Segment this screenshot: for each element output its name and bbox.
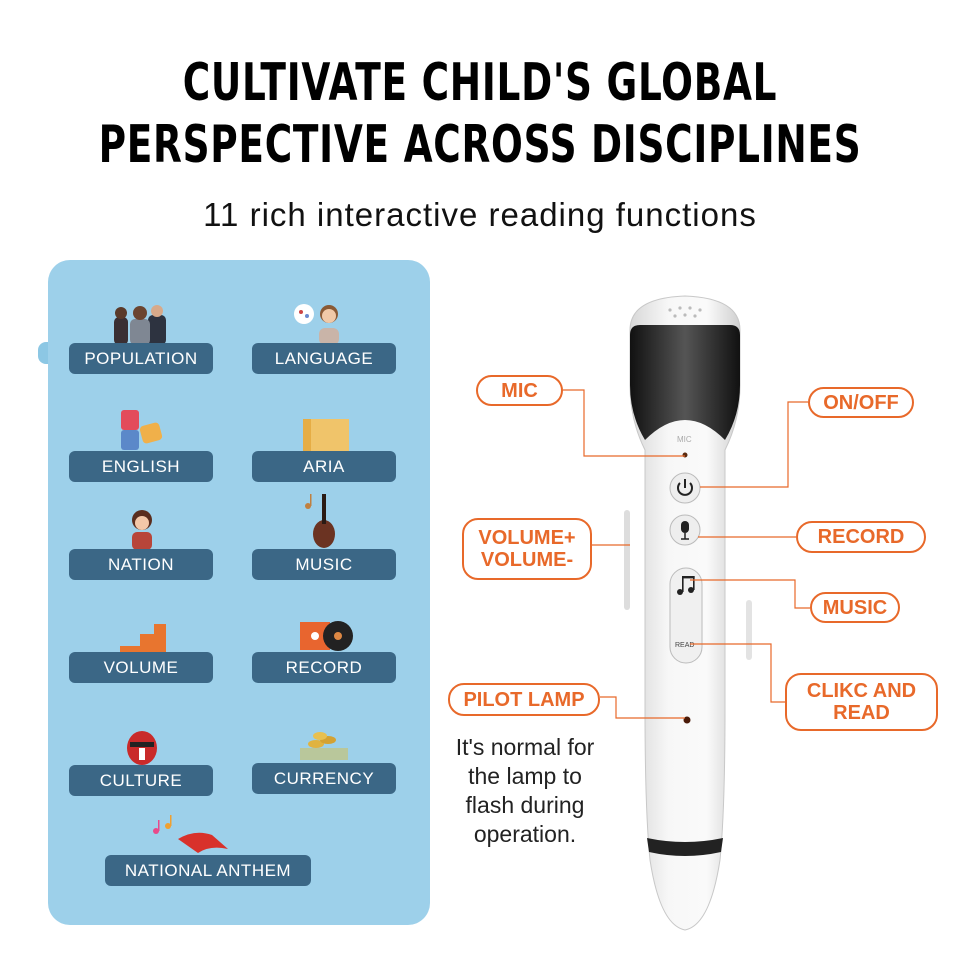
click-read-line: CLIKC AND xyxy=(806,680,917,702)
pen-mic-text: MIC xyxy=(677,435,692,444)
subtitle: 11 rich interactive reading functions xyxy=(203,196,757,233)
function-population: POPULATION xyxy=(69,343,213,374)
microphone-icon xyxy=(681,521,689,540)
function-culture: CULTURE xyxy=(69,765,213,796)
callout-volume: VOLUME+ VOLUME- xyxy=(462,518,592,580)
function-music: MUSIC xyxy=(252,549,396,580)
speaker-woman-icon xyxy=(294,304,339,345)
note-line: operation. xyxy=(473,821,577,847)
title-line: CULTIVATE CHILD'S GLOBAL xyxy=(182,53,778,113)
lamp-note: It's normal for the lamp to flash during… xyxy=(430,733,620,849)
people-icon xyxy=(114,305,166,345)
callout-on-off: ON/OFF xyxy=(808,387,914,418)
function-volume: VOLUME xyxy=(69,652,213,683)
function-aria: ARIA xyxy=(252,451,396,482)
volume-down-label: VOLUME- xyxy=(480,549,574,571)
function-currency: CURRENCY xyxy=(252,763,396,794)
callout-music: MUSIC xyxy=(810,592,900,623)
pilot-lamp xyxy=(683,716,691,724)
page-title: CULTIVATE CHILD'S GLOBAL PERSPECTIVE ACR… xyxy=(0,52,960,176)
vinyl-record-icon xyxy=(300,621,353,651)
flag-notes-icon xyxy=(153,815,228,853)
function-language: LANGUAGE xyxy=(252,343,396,374)
note-line: the lamp to xyxy=(468,763,582,789)
callout-click-read: CLIKC AND READ xyxy=(785,673,938,731)
pen-cap xyxy=(630,325,740,440)
function-nation: NATION xyxy=(69,549,213,580)
note-line: It's normal for xyxy=(455,734,595,760)
function-national-anthem: NATIONAL ANTHEM xyxy=(105,855,311,886)
callout-record: RECORD xyxy=(796,521,926,553)
title-line: PERSPECTIVE ACROSS DISCIPLINES xyxy=(98,115,862,175)
power-icon xyxy=(677,479,693,496)
note-line: flash during xyxy=(465,792,585,818)
click-read-line: READ xyxy=(833,702,890,724)
coins-icon xyxy=(300,732,348,760)
speaker-grille-icon xyxy=(668,306,702,318)
pen-tip-ring xyxy=(647,838,723,856)
volume-up-label: VOLUME+ xyxy=(478,527,576,549)
violin-icon xyxy=(305,494,335,548)
volume-steps-icon xyxy=(120,624,166,652)
side-slot xyxy=(746,600,752,660)
music-note-icon xyxy=(677,576,695,595)
callout-mic: MIC xyxy=(476,375,563,406)
callout-pilot-lamp: PILOT LAMP xyxy=(448,683,600,716)
songbook-icon xyxy=(303,419,349,451)
function-english: ENGLISH xyxy=(69,451,213,482)
opera-mask-icon xyxy=(127,731,157,765)
costume-girl-icon xyxy=(132,510,152,550)
reading-pen: MIC READ xyxy=(624,295,752,931)
volume-buttons[interactable] xyxy=(624,510,630,610)
pen-read-text: READ xyxy=(675,642,694,649)
function-record: RECORD xyxy=(252,652,396,683)
abc-puzzle-icon xyxy=(121,410,163,450)
